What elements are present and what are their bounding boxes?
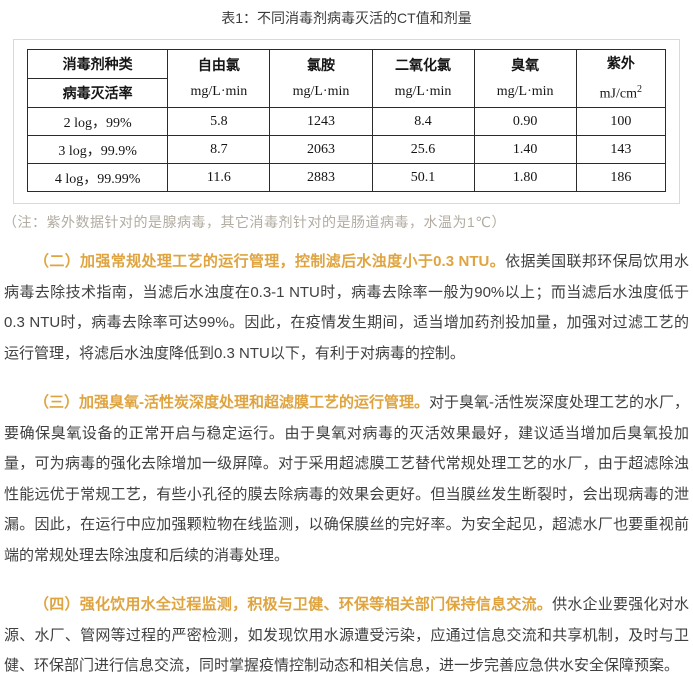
column-unit: mg/L·min <box>292 84 350 99</box>
cell-ozone: 1.80 <box>473 163 577 192</box>
section-3-heading: （三）加强臭氧-活性炭深度处理和超滤膜工艺的运行管理。 <box>34 394 429 411</box>
section-2-heading: （二）加强常规处理工艺的运行管理，控制滤后水浊度小于0.3 NTU。 <box>34 253 506 270</box>
table-header-inactivation-rate: 病毒灭活率 <box>26 78 169 108</box>
superscript: 2 <box>637 83 642 95</box>
table-row: 3 log，99.9% 8.7 2063 25.6 1.40 143 <box>26 135 667 164</box>
table-container: 消毒剂种类 自由氯 mg/L·min 氯胺 mg/L·min 二氧化氯 mg/L… <box>13 39 680 204</box>
column-unit: mg/L·min <box>394 84 452 99</box>
table-header: 消毒剂种类 自由氯 mg/L·min 氯胺 mg/L·min 二氧化氯 mg/L… <box>26 49 667 108</box>
cell-free-chlorine: 8.7 <box>167 135 271 164</box>
column-unit: mg/L·min <box>496 84 554 99</box>
cell-uv: 186 <box>575 163 667 192</box>
cell-chloramine: 2883 <box>269 163 373 192</box>
column-name: 氯胺 <box>306 59 335 74</box>
table-header-uv: 紫外 mJ/cm2 <box>575 49 667 108</box>
paragraph-section-4: （四）强化饮用水全过程监测，积极与卫健、环保等相关部门保持信息交流。供水企业要强… <box>4 590 689 682</box>
paragraph-section-3: （三）加强臭氧-活性炭深度处理和超滤膜工艺的运行管理。对于臭氧-活性炭深度处理工… <box>4 388 689 571</box>
table-row: 4 log，99.99% 11.6 2883 50.1 1.80 186 <box>26 163 667 192</box>
cell-free-chlorine: 5.8 <box>167 107 271 136</box>
column-name: 自由氯 <box>197 59 240 74</box>
column-name: 臭氧 <box>511 59 540 74</box>
cell-uv: 100 <box>575 107 667 136</box>
section-4-text: 供水企业要强化对水源、水厂、管网等过程的严密检测，如发现饮用水源遭受污染，应通过… <box>4 596 689 674</box>
cell-ozone: 1.40 <box>473 135 577 164</box>
cell-chlorine-dioxide: 50.1 <box>371 163 475 192</box>
paragraph-section-2: （二）加强常规处理工艺的运行管理，控制滤后水浊度小于0.3 NTU。依据美国联邦… <box>4 247 689 369</box>
column-unit: mg/L·min <box>190 84 248 99</box>
table-header-chlorine-dioxide: 二氧化氯 mg/L·min <box>371 49 475 108</box>
column-name: 紫外 <box>606 56 635 72</box>
table-row: 2 log，99% 5.8 1243 8.4 0.90 100 <box>26 107 667 136</box>
table-footnote: （注：紫外数据针对的是腺病毒，其它消毒剂针对的是肠道病毒，水温为1℃） <box>3 214 507 230</box>
row-label: 2 log，99% <box>26 107 169 136</box>
ct-values-table: 消毒剂种类 自由氯 mg/L·min 氯胺 mg/L·min 二氧化氯 mg/L… <box>26 49 667 192</box>
section-2-text: 依据美国联邦环保局饮用水病毒去除技术指南，当滤后水浊度在0.3-1 NTU时，病… <box>4 253 689 362</box>
table-header-disinfectant-type: 消毒剂种类 <box>26 49 169 79</box>
cell-free-chlorine: 11.6 <box>167 163 271 192</box>
row-label: 3 log，99.9% <box>26 135 169 164</box>
table-header-ozone: 臭氧 mg/L·min <box>473 49 577 108</box>
section-4-heading: （四）强化饮用水全过程监测，积极与卫健、环保等相关部门保持信息交流。 <box>34 596 553 613</box>
cell-chloramine: 1243 <box>269 107 373 136</box>
column-unit: mJ/cm2 <box>599 83 642 102</box>
cell-ozone: 0.90 <box>473 107 577 136</box>
cell-chlorine-dioxide: 8.4 <box>371 107 475 136</box>
table-header-chloramine: 氯胺 mg/L·min <box>269 49 373 108</box>
cell-uv: 143 <box>575 135 667 164</box>
column-name: 二氧化氯 <box>395 59 452 74</box>
row-label: 4 log，99.99% <box>26 163 169 192</box>
cell-chloramine: 2063 <box>269 135 373 164</box>
section-3-text: 对于臭氧-活性炭深度处理工艺的水厂，要确保臭氧设备的正常开启与稳定运行。由于臭氧… <box>4 394 689 564</box>
article-body: （二）加强常规处理工艺的运行管理，控制滤后水浊度小于0.3 NTU。依据美国联邦… <box>0 247 693 682</box>
page-title: 表1：不同消毒剂病毒灭活的CT值和剂量 <box>221 10 472 26</box>
table-header-free-chlorine: 自由氯 mg/L·min <box>167 49 271 108</box>
cell-chlorine-dioxide: 25.6 <box>371 135 475 164</box>
